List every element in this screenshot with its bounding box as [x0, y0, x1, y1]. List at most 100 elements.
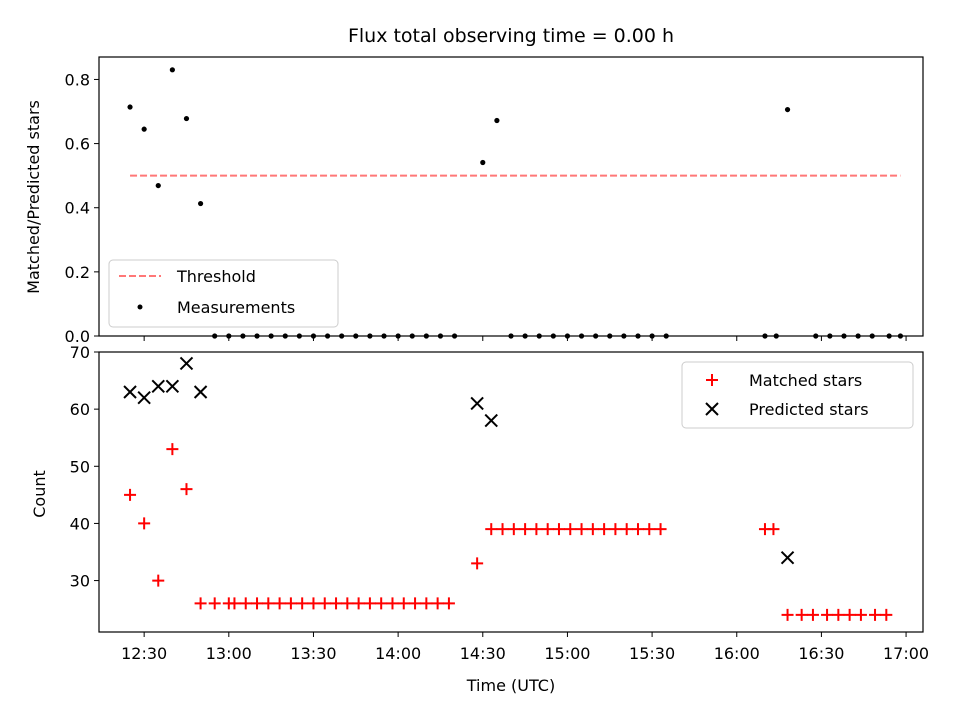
bottom-axes-frame	[98, 351, 924, 633]
predicted-star-point	[165, 379, 180, 393]
top-y-axis-label: Matched/Predicted stars	[24, 100, 43, 294]
matched-star-point	[586, 523, 599, 536]
matched-star-point	[251, 597, 264, 610]
matched-star-point	[307, 597, 320, 610]
predicted-star-point	[780, 551, 795, 565]
matched-star-point	[821, 608, 834, 621]
measurement-point	[480, 159, 486, 166]
matched-star-point	[194, 597, 207, 610]
matched-star-point	[318, 597, 331, 610]
matched-star-point	[239, 597, 252, 610]
matched-star-point	[273, 597, 286, 610]
matched-star-point	[496, 523, 509, 536]
legend-matched-label: Matched stars	[749, 371, 862, 390]
matched-star-point	[471, 557, 484, 570]
x-tick-label: 15:30	[629, 644, 675, 663]
bottom-data-marks	[123, 356, 893, 621]
matched-star-point	[609, 523, 622, 536]
matched-star-point	[552, 523, 565, 536]
chart-title: Flux total observing time = 0.00 h	[348, 25, 674, 47]
predicted-star-point	[137, 391, 151, 405]
bottom-y-tick-label: 50	[70, 457, 90, 476]
predicted-star-point	[193, 385, 208, 399]
matched-star-point	[620, 523, 633, 536]
top-y-tick-label: 0.8	[65, 70, 90, 89]
matched-star-point	[138, 517, 151, 530]
matched-star-point	[352, 597, 365, 610]
x-tick-label: 12:30	[121, 644, 167, 663]
matched-star-point	[643, 523, 656, 536]
top-y-tick-label: 0.0	[65, 327, 90, 346]
legend-predicted-swatch	[705, 402, 719, 416]
x-axis-label: Time (UTC)	[466, 676, 555, 695]
bottom-y-tick-label: 60	[70, 400, 90, 419]
measurement-point	[155, 182, 161, 189]
measurement-point	[169, 67, 175, 73]
matched-star-point	[654, 523, 667, 536]
matched-star-point	[806, 608, 819, 621]
predicted-star-point	[151, 379, 165, 393]
matched-star-point	[781, 608, 794, 621]
matched-star-point	[575, 523, 588, 536]
matched-star-point	[795, 608, 808, 621]
legend-measurements-swatch	[137, 304, 143, 310]
matched-star-point	[598, 523, 611, 536]
predicted-star-point	[470, 396, 484, 411]
bottom-y-tick-label: 40	[70, 514, 90, 533]
matched-star-point	[485, 523, 498, 536]
measurement-point	[784, 106, 791, 113]
top-y-tick-label: 0.2	[65, 263, 90, 282]
matched-star-point	[507, 523, 520, 536]
matched-star-point	[152, 574, 165, 587]
matched-star-point	[386, 597, 399, 610]
top-panel: 0.00.20.40.60.8 Matched/Predicted stars …	[24, 56, 924, 346]
matched-star-point	[564, 523, 577, 536]
legend-measurements-label: Measurements	[177, 298, 295, 317]
measurement-point	[127, 104, 133, 110]
matched-star-point	[180, 483, 193, 496]
matched-star-point	[330, 597, 343, 610]
matched-star-point	[262, 597, 275, 610]
bottom-axis-ticks: 30 40 50 60 70 12:30 13:00 13:30 14:00 14:30 15:00…	[70, 343, 929, 663]
bottom-legend-box	[681, 361, 914, 429]
bottom-panel: 30 40 50 60 70 12:30 13:00 13:30 14:00 14:30 15:00…	[30, 343, 929, 695]
x-tick-label: 17:00	[883, 644, 929, 663]
top-y-tick-label: 0.6	[65, 135, 90, 154]
bottom-y-tick-label: 70	[70, 343, 90, 362]
predicted-star-point	[123, 385, 137, 399]
matched-star-point	[631, 523, 644, 536]
x-tick-label: 14:30	[460, 644, 506, 663]
matched-star-point	[166, 443, 179, 456]
top-legend-box	[108, 259, 339, 328]
matched-star-point	[541, 523, 554, 536]
matched-star-point	[397, 597, 410, 610]
measurement-point	[494, 117, 500, 124]
x-tick-label: 16:30	[798, 644, 844, 663]
matched-star-point	[832, 608, 845, 621]
x-tick-label: 16:00	[714, 644, 760, 663]
matched-star-point	[869, 608, 882, 621]
predicted-star-point	[179, 356, 194, 371]
measurement-point	[183, 115, 190, 122]
matched-star-point	[208, 597, 221, 610]
matched-star-point	[854, 608, 867, 621]
top-y-ticks: 0.0 0.2 0.4 0.6 0.8	[65, 70, 907, 346]
matched-star-point	[284, 597, 297, 610]
bottom-y-axis-label: Count	[30, 470, 49, 518]
matched-star-point	[341, 597, 354, 610]
bottom-y-tick-label: 30	[70, 572, 90, 591]
matched-star-point	[375, 597, 388, 610]
legend-threshold-label: Threshold	[176, 267, 256, 286]
matched-star-point	[124, 488, 137, 501]
top-axes-frame	[98, 56, 924, 337]
x-tick-label: 13:30	[290, 644, 336, 663]
matched-star-point	[363, 597, 376, 610]
x-tick-label: 14:00	[375, 644, 421, 663]
top-legend: Threshold Measurements	[108, 259, 339, 328]
matched-star-point	[420, 597, 433, 610]
legend-matched-swatch	[706, 374, 718, 386]
x-tick-label: 13:00	[206, 644, 252, 663]
matched-star-point	[442, 597, 455, 610]
top-data-marks	[127, 67, 904, 339]
